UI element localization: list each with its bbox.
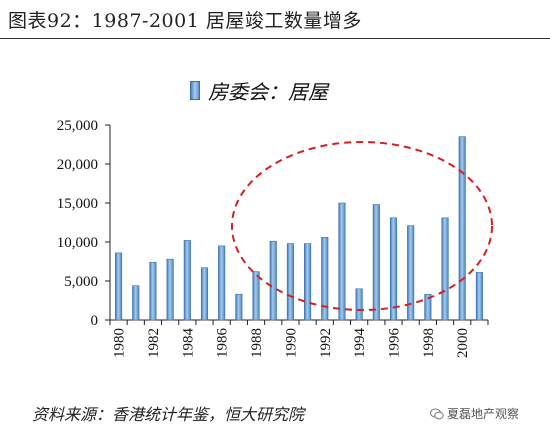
bar-1999 — [441, 217, 449, 321]
bar-1986 — [218, 245, 226, 321]
source-note: 资料来源：香港统计年鉴，恒大研究院 — [32, 405, 305, 424]
legend: 房委会：居屋 — [190, 76, 328, 105]
y-tick-label: 5,000 — [64, 274, 98, 290]
x-tick-label: 1986 — [215, 328, 231, 359]
x-axis: 1980 1982 1984 1986 1988 1990 1992 1994 1996 1998… — [109, 319, 489, 359]
bar-1991 — [304, 243, 312, 321]
legend-label: 房委会：居屋 — [208, 80, 328, 104]
x-tick-label: 1996 — [387, 328, 403, 359]
x-tick-label: 1998 — [421, 328, 437, 358]
bar-1988 — [252, 271, 260, 321]
x-tick-label: 1980 — [112, 328, 128, 358]
highlight-circle — [231, 141, 493, 311]
bar-1992 — [321, 237, 329, 321]
x-tick-label: 1988 — [249, 328, 265, 358]
wechat-icon — [430, 408, 444, 419]
x-tick-label: 1982 — [146, 328, 162, 358]
bar-1996 — [389, 217, 398, 321]
x-tick-label: 1990 — [283, 328, 299, 358]
y-tick-label: 25,000 — [57, 118, 98, 134]
bar-1994 — [355, 288, 363, 321]
bar-1989 — [269, 240, 277, 321]
bars — [115, 136, 483, 321]
bar-1997 — [407, 225, 415, 321]
x-tick-label: 1994 — [352, 328, 368, 359]
bar-1984 — [183, 240, 191, 321]
figure-title: 图表92：1987-2001 居屋竣工数量增多 — [8, 10, 362, 32]
bar-1982 — [149, 261, 157, 321]
y-tick-label: 20,000 — [57, 157, 98, 173]
bar-1985 — [200, 267, 209, 321]
bar-2001 — [475, 272, 483, 321]
bar-1990 — [286, 243, 294, 321]
x-tick-label: 2000 — [455, 328, 471, 358]
watermark: 夏磊地产观察 — [430, 405, 519, 422]
x-tick-label: 1992 — [318, 328, 334, 358]
bar-1980 — [115, 252, 123, 321]
bar-1983 — [166, 258, 174, 321]
bar-1995 — [372, 204, 380, 321]
bar-1998 — [424, 293, 432, 321]
bar-1981 — [132, 285, 140, 321]
legend-swatch — [190, 81, 200, 100]
bar-1993 — [338, 202, 346, 321]
bar-1987 — [235, 293, 243, 321]
y-tick-label: 10,000 — [57, 235, 98, 251]
bar-2000 — [458, 136, 466, 321]
watermark-text: 夏磊地产观察 — [447, 407, 520, 421]
y-tick-label: 0 — [91, 313, 99, 329]
y-tick-label: 15,000 — [57, 196, 98, 212]
title-divider — [0, 38, 550, 39]
y-axis: 0 5,000 10,000 15,000 20,000 25,000 — [57, 118, 111, 329]
x-tick-label: 1984 — [180, 328, 196, 359]
